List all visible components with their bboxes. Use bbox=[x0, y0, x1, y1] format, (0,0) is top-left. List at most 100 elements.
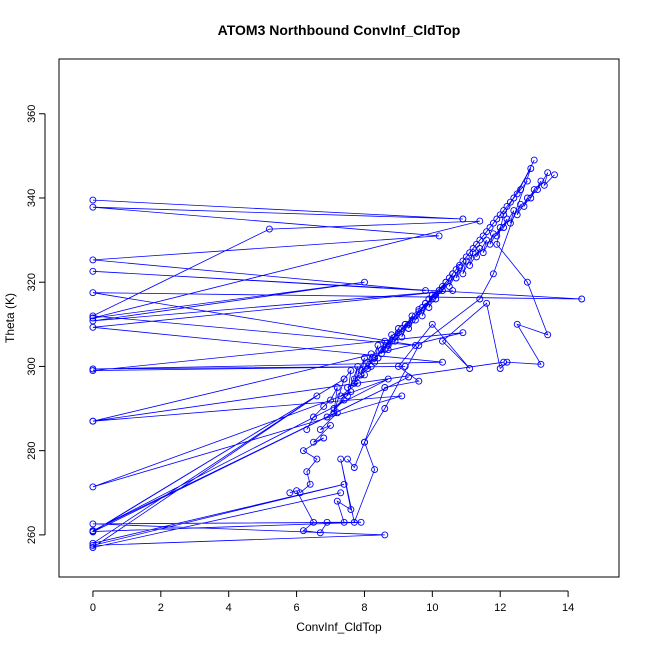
data-point bbox=[303, 468, 311, 476]
data-point bbox=[418, 312, 426, 320]
data-point bbox=[89, 196, 97, 204]
data-point bbox=[381, 384, 389, 391]
data-point bbox=[350, 518, 358, 526]
data-point bbox=[479, 249, 487, 257]
x-tick-label: 8 bbox=[361, 602, 367, 614]
data-point bbox=[415, 308, 423, 316]
data-point bbox=[517, 200, 525, 208]
data-point bbox=[513, 190, 521, 198]
data-point bbox=[469, 245, 477, 252]
data-point bbox=[405, 325, 413, 332]
data-point bbox=[432, 295, 440, 303]
data-point bbox=[513, 320, 521, 328]
data-point bbox=[496, 365, 504, 372]
data-point bbox=[483, 299, 491, 307]
data-point bbox=[89, 483, 97, 491]
data-point bbox=[316, 529, 324, 537]
data-point bbox=[459, 215, 467, 223]
data-point bbox=[503, 358, 511, 366]
data-point bbox=[327, 396, 334, 404]
x-axis: 0 2 4 6 8 10 12 14 bbox=[90, 590, 574, 614]
data-point bbox=[286, 489, 294, 497]
data-point bbox=[89, 539, 97, 547]
data-point bbox=[401, 362, 409, 370]
data-point bbox=[384, 341, 392, 349]
x-tick-label: 2 bbox=[158, 602, 164, 614]
data-point bbox=[340, 518, 348, 526]
chart-title: ATOM3 Northbound ConvInf_CldTop bbox=[218, 22, 461, 38]
data-point bbox=[510, 194, 518, 202]
data-point bbox=[265, 225, 273, 233]
data-point bbox=[435, 232, 443, 240]
data-point bbox=[337, 455, 345, 463]
data-point bbox=[486, 224, 494, 231]
y-tick-label: 340 bbox=[26, 189, 38, 207]
data-point bbox=[422, 299, 429, 307]
data-point bbox=[422, 287, 429, 295]
data-point bbox=[330, 405, 338, 412]
y-axis: 260 280 300 320 340 360 bbox=[26, 105, 46, 544]
x-tick-label: 12 bbox=[494, 602, 506, 614]
data-point bbox=[313, 455, 321, 463]
data-point bbox=[89, 520, 97, 528]
data-point bbox=[371, 466, 379, 474]
data-point bbox=[483, 228, 491, 236]
data-point bbox=[350, 375, 358, 383]
data-point bbox=[347, 506, 355, 514]
data-point bbox=[398, 392, 406, 400]
data-point bbox=[442, 278, 450, 286]
plot-frame bbox=[58, 58, 620, 578]
data-point bbox=[449, 270, 457, 278]
data-point bbox=[340, 375, 348, 383]
data-point bbox=[473, 240, 480, 248]
data-point bbox=[537, 360, 545, 368]
data-point bbox=[411, 312, 419, 320]
data-point bbox=[479, 232, 487, 240]
data-point bbox=[89, 289, 97, 297]
data-point bbox=[374, 354, 382, 362]
data-point bbox=[493, 240, 501, 248]
data-point bbox=[405, 320, 413, 328]
x-tick-label: 14 bbox=[562, 602, 574, 614]
data-point bbox=[361, 278, 368, 286]
data-point bbox=[493, 232, 501, 240]
data-point bbox=[89, 367, 97, 375]
data-point bbox=[439, 358, 446, 366]
y-tick-label: 360 bbox=[26, 105, 38, 123]
data-point bbox=[523, 194, 531, 202]
data-point bbox=[313, 392, 321, 400]
data-point bbox=[347, 367, 355, 375]
data-point bbox=[456, 261, 463, 269]
data-point bbox=[388, 337, 396, 345]
data-point bbox=[398, 325, 406, 332]
data-layer bbox=[89, 156, 586, 551]
data-point bbox=[401, 320, 409, 328]
data-point bbox=[452, 274, 460, 282]
data-point bbox=[452, 266, 460, 274]
data-point bbox=[476, 236, 484, 244]
data-point bbox=[340, 480, 348, 488]
data-point bbox=[361, 438, 368, 446]
data-point bbox=[316, 426, 324, 434]
data-point bbox=[445, 282, 453, 290]
data-point bbox=[89, 528, 97, 535]
y-axis-label: Theta (K) bbox=[3, 293, 17, 343]
data-point bbox=[361, 371, 368, 379]
data-point bbox=[483, 236, 491, 244]
data-point bbox=[527, 165, 535, 172]
data-point bbox=[354, 362, 362, 370]
data-point bbox=[381, 346, 389, 354]
data-point bbox=[459, 257, 467, 265]
data-point bbox=[537, 177, 545, 185]
data-point bbox=[299, 447, 307, 455]
data-point bbox=[310, 518, 317, 526]
data-point bbox=[384, 375, 392, 383]
data-point bbox=[459, 329, 467, 337]
data-point bbox=[466, 249, 474, 257]
data-point bbox=[551, 171, 558, 179]
data-point bbox=[473, 253, 480, 261]
data-point bbox=[415, 377, 423, 385]
data-point bbox=[486, 240, 494, 248]
data-point bbox=[394, 329, 402, 337]
